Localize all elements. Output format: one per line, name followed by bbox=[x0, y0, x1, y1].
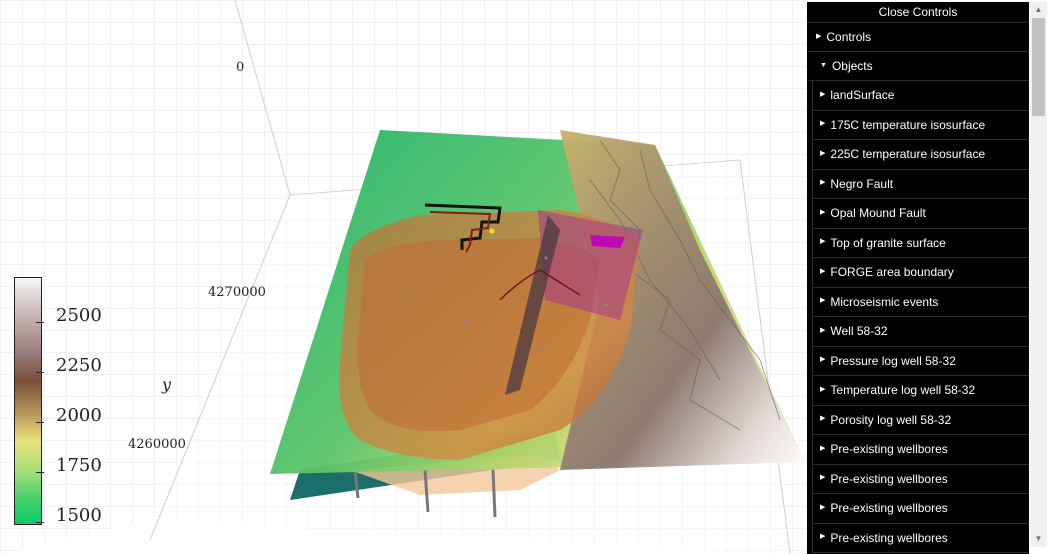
triangle-right-icon: ▶ bbox=[820, 533, 826, 541]
object-item-opal-mound-fault[interactable]: ▶ Opal Mound Fault bbox=[812, 199, 1029, 229]
object-item-pre-existing-wellbores[interactable]: ▶ Pre-existing wellbores bbox=[812, 523, 1029, 553]
colorbar-tick bbox=[36, 372, 44, 373]
object-item-label: Pre-existing wellbores bbox=[830, 471, 948, 486]
temperature-log-well-58-32 bbox=[429, 211, 492, 253]
triangle-right-icon: ▶ bbox=[820, 474, 826, 482]
controls-folder-label: Controls bbox=[826, 30, 872, 44]
microseismic-trail bbox=[499, 269, 581, 301]
object-item-forge-boundary[interactable]: ▶ FORGE area boundary bbox=[812, 258, 1029, 288]
object-item-label: Pre-existing wellbores bbox=[830, 501, 948, 515]
microseismic-events bbox=[370, 256, 608, 377]
object-item-label: 175C temperature isosurface bbox=[830, 117, 986, 132]
colorbar-tick bbox=[36, 422, 44, 423]
microseismic-event bbox=[489, 228, 495, 234]
scroll-up-arrow-icon[interactable]: ▲ bbox=[1034, 5, 1043, 14]
well-58-32-trajectory bbox=[424, 203, 502, 250]
forge-area-boundary bbox=[590, 235, 625, 248]
objects-folder-label: Objects bbox=[831, 59, 873, 73]
colorbar-label: 1500 bbox=[56, 505, 102, 526]
triangle-right-icon: ▶ bbox=[820, 267, 826, 275]
y-axis-tick-label: 4260000 bbox=[128, 437, 186, 452]
wellbore-lines bbox=[353, 469, 497, 518]
object-item-label: Well 58-32 bbox=[830, 324, 888, 338]
triangle-right-icon: ▶ bbox=[820, 238, 826, 246]
triangle-right-icon: ▶ bbox=[820, 208, 826, 216]
object-item-pressure-log[interactable]: ▶ Pressure log well 58-32 bbox=[812, 346, 1029, 376]
object-item-land-surface[interactable]: ▶ landSurface bbox=[812, 81, 1029, 111]
object-item-well-58-32[interactable]: ▶ Well 58-32 bbox=[812, 317, 1029, 347]
scroll-down-arrow-icon[interactable]: ▼ bbox=[1034, 534, 1043, 543]
object-item-label: Opal Mound Fault bbox=[830, 206, 926, 220]
controls-panel: Close Controls ▶ Controls ▼ Objects ▶ landS… bbox=[807, 2, 1029, 554]
controls-folder[interactable]: ▶ Controls bbox=[807, 23, 1029, 52]
triangle-right-icon: ▶ bbox=[820, 297, 826, 305]
object-item-label: Temperature log well 58-32 bbox=[830, 383, 976, 397]
triangle-down-icon: ▼ bbox=[820, 61, 827, 69]
object-item-temperature-log[interactable]: ▶ Temperature log well 58-32 bbox=[812, 376, 1029, 406]
objects-folder[interactable]: ▼ Objects bbox=[807, 52, 1029, 81]
object-item-label: Porosity log well 58-32 bbox=[830, 412, 952, 427]
terrain-ridges bbox=[589, 139, 781, 431]
triangle-right-icon: ▶ bbox=[820, 356, 826, 364]
colorbar-tick bbox=[36, 522, 44, 523]
object-item-label: Pre-existing wellbores bbox=[830, 442, 948, 456]
colorbar-label: 2250 bbox=[56, 355, 102, 376]
triangle-right-icon: ▶ bbox=[820, 149, 826, 157]
object-item-label: Top of granite surface bbox=[830, 235, 946, 250]
triangle-right-icon: ▶ bbox=[820, 179, 826, 187]
colorbar-tick bbox=[36, 322, 44, 323]
colorbar-label: 2500 bbox=[56, 305, 102, 326]
triangle-right-icon: ▶ bbox=[820, 385, 826, 393]
triangle-right-icon: ▶ bbox=[820, 503, 826, 511]
triangle-right-icon: ▶ bbox=[820, 120, 826, 128]
object-item-label: landSurface bbox=[830, 88, 895, 102]
object-item-negro-fault[interactable]: ▶ Negro Fault bbox=[812, 169, 1029, 199]
object-item-microseismic-events[interactable]: ▶ Microseismic events bbox=[812, 287, 1029, 317]
land-surface-terrain bbox=[560, 130, 805, 470]
colorbar-label: 2000 bbox=[56, 405, 102, 426]
triangle-right-icon: ▶ bbox=[820, 444, 826, 452]
controls-scrollbar[interactable]: ▲ ▼ bbox=[1030, 2, 1047, 547]
object-item-175c-isosurface[interactable]: ▶ 175C temperature isosurface bbox=[812, 110, 1029, 140]
object-item-label: 225C temperature isosurface bbox=[830, 147, 986, 161]
object-item-pre-existing-wellbores[interactable]: ▶ Pre-existing wellbores bbox=[812, 494, 1029, 524]
object-item-label: FORGE area boundary bbox=[830, 265, 954, 279]
z-axis-tick-label: 0 bbox=[236, 60, 245, 75]
y-axis-tick-label: 4270000 bbox=[208, 285, 266, 300]
colorbar-tick bbox=[36, 472, 44, 473]
object-item-label: Microseismic events bbox=[830, 294, 939, 309]
object-item-label: Pre-existing wellbores bbox=[830, 530, 948, 545]
objects-list: ▶ landSurface ▶ 175C temperature isosurfac… bbox=[812, 81, 1029, 553]
elevation-colorbar bbox=[14, 277, 42, 525]
triangle-right-icon: ▶ bbox=[816, 32, 822, 40]
object-item-label: Pressure log well 58-32 bbox=[830, 353, 956, 368]
object-item-225c-isosurface[interactable]: ▶ 225C temperature isosurface bbox=[812, 140, 1029, 170]
y-axis-title: y bbox=[162, 375, 172, 394]
triangle-right-icon: ▶ bbox=[820, 90, 826, 98]
object-item-top-of-granite[interactable]: ▶ Top of granite surface bbox=[812, 228, 1029, 258]
colorbar-label: 1750 bbox=[56, 455, 102, 476]
object-item-pre-existing-wellbores[interactable]: ▶ Pre-existing wellbores bbox=[812, 435, 1029, 465]
object-item-porosity-log[interactable]: ▶ Porosity log well 58-32 bbox=[812, 405, 1029, 435]
scrollbar-thumb[interactable] bbox=[1032, 18, 1045, 116]
close-controls-button[interactable]: Close Controls bbox=[807, 2, 1029, 23]
triangle-right-icon: ▶ bbox=[820, 415, 826, 423]
object-item-pre-existing-wellbores[interactable]: ▶ Pre-existing wellbores bbox=[812, 464, 1029, 494]
object-item-label: Negro Fault bbox=[830, 176, 894, 191]
negro-fault bbox=[505, 215, 560, 395]
triangle-right-icon: ▶ bbox=[820, 326, 826, 334]
